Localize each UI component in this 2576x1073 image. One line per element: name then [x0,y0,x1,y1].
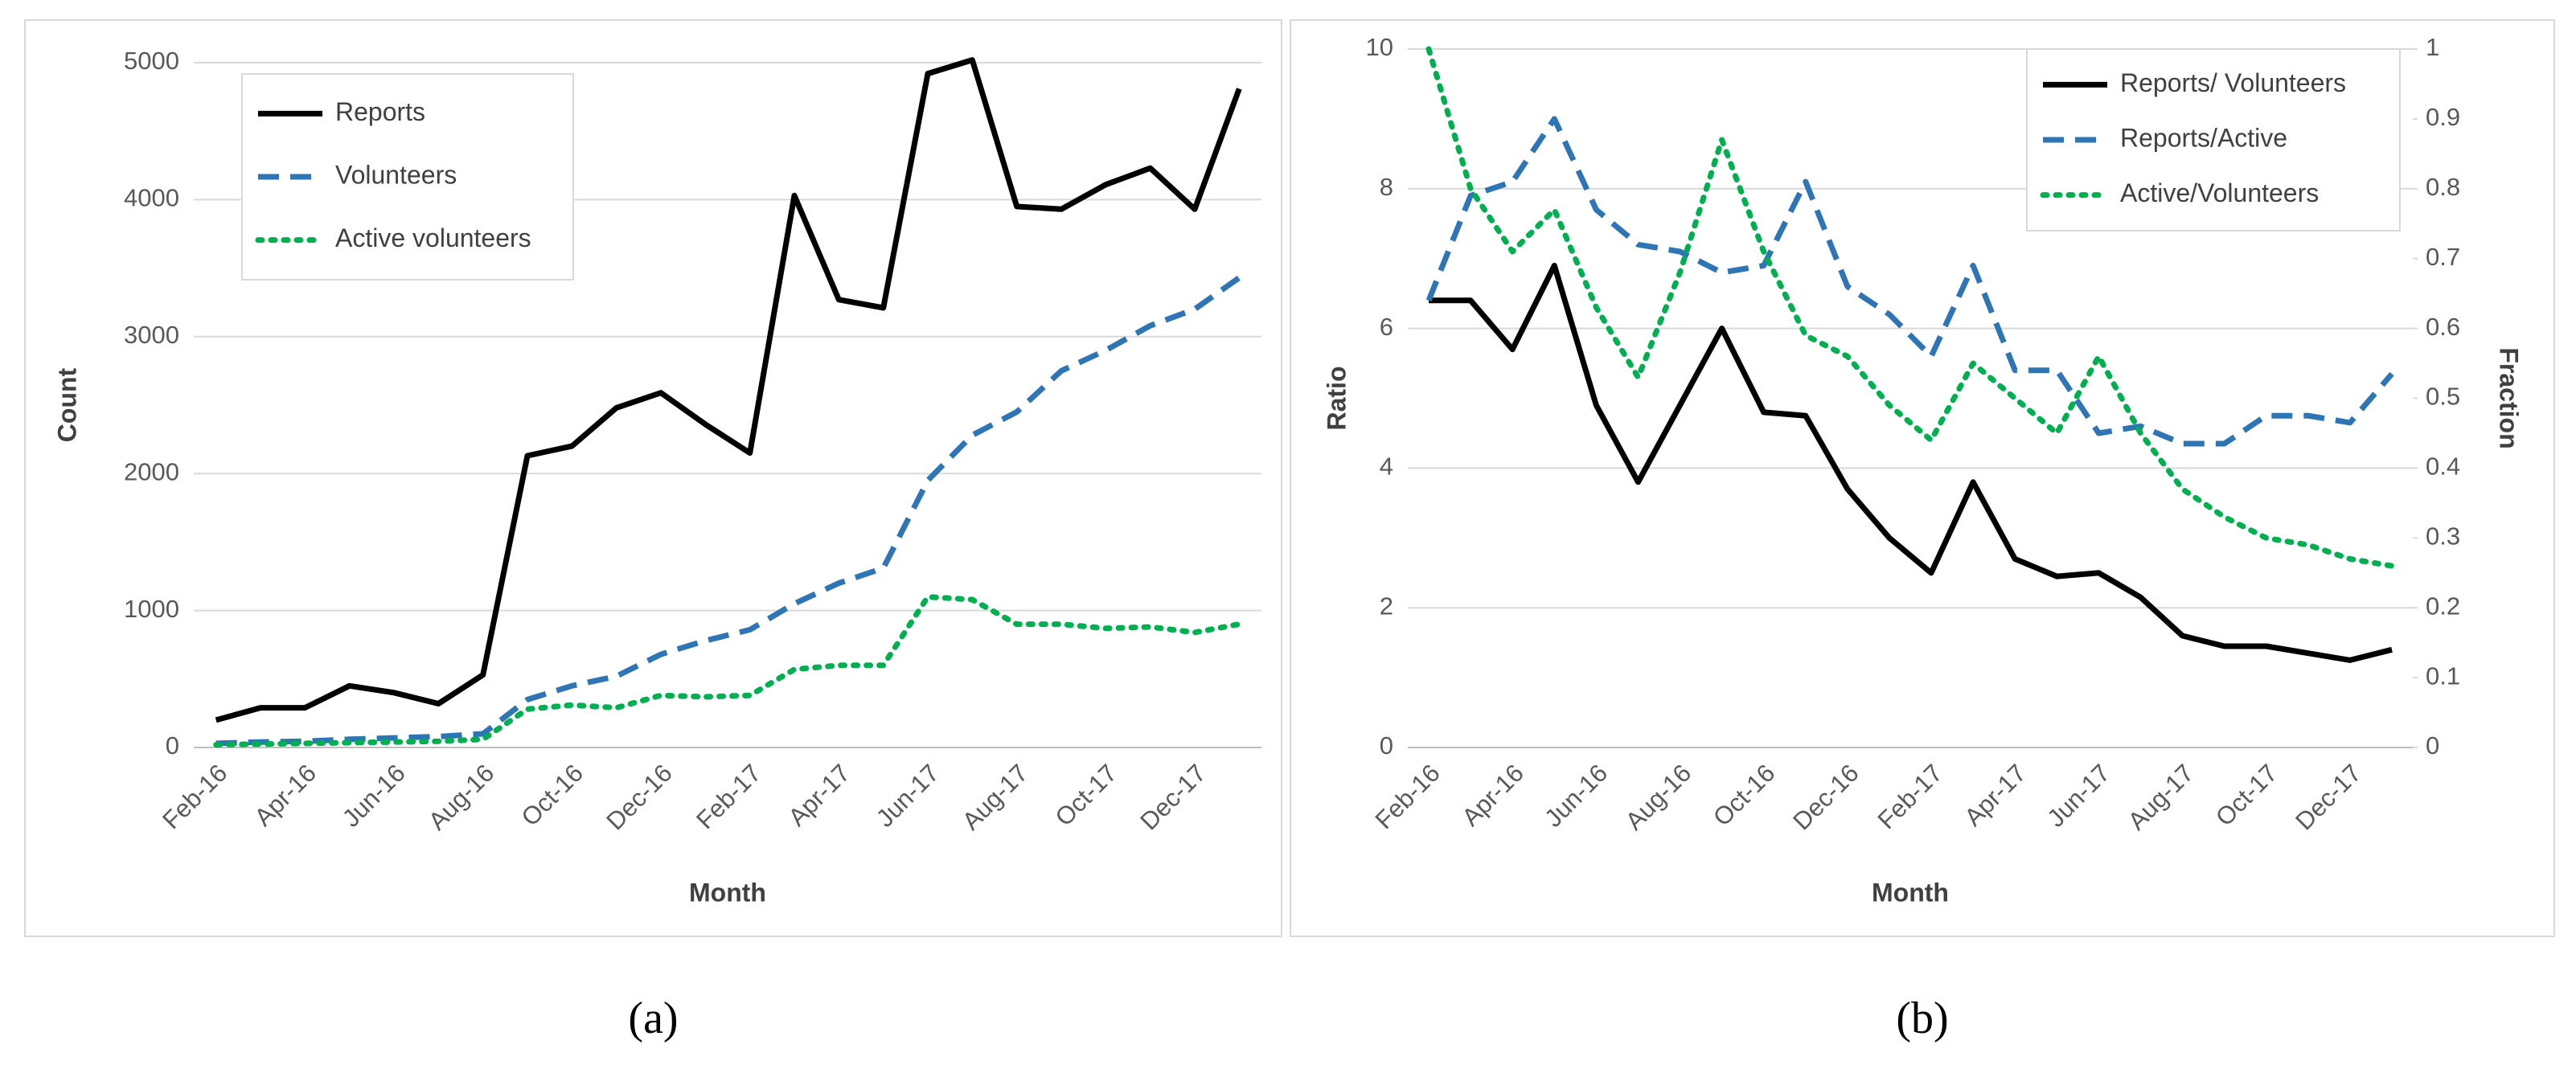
x-tick-label: Oct-16 [1708,759,1781,832]
panel-border [24,19,1282,937]
y2-tick-label: 0.5 [2426,383,2460,411]
x-tick-label: Apr-17 [783,759,856,832]
data-line [1425,116,2394,447]
y-tick-label: 10 [1366,33,1393,61]
x-tick-label: Dec-16 [601,759,677,835]
x-axis-title: Month [689,878,766,907]
legend: Reports/ Volunteers Reports/Active Active/… [2026,48,2401,231]
panel-caption: (b) [1896,993,1948,1043]
x-tick-label: Aug-16 [423,759,499,835]
y-tick-label: 0 [166,731,179,760]
y-tick-label: 3000 [124,321,179,349]
x-tick-label: Feb-17 [1873,759,1948,834]
x-tick-label: Aug-17 [957,759,1033,835]
x-tick-label: Jun-16 [1539,759,1613,833]
x-tick-label: Jun-17 [2041,759,2115,833]
legend-label: Reports/Active [2120,123,2287,152]
y2-tick-label: 0 [2426,731,2439,760]
y-tick-label: 1000 [124,595,179,623]
data-line [215,57,1242,723]
panel-border [1290,19,2555,937]
x-tick-label: Dec-17 [1134,759,1211,835]
x-tick-label: Aug-17 [2123,759,2199,835]
x-tick-label: Apr-16 [1456,759,1529,832]
y-tick-label: 2 [1380,592,1393,620]
data-line [215,275,1241,747]
legend-label: Active volunteers [335,223,531,252]
y2-tick-label: 0.8 [2426,173,2460,201]
y-tick-label: 2000 [124,457,179,485]
y2-tick-label: 0.3 [2426,522,2460,550]
x-tick-label: Oct-17 [1050,759,1123,832]
y-axis-title: Count [52,367,81,442]
data-line [213,594,1242,748]
y2-tick-label: 0.2 [2426,592,2460,620]
legend-label: Reports [335,97,425,126]
y2-tick-label: 1 [2426,33,2439,61]
legend-label: Reports/ Volunteers [2120,68,2346,97]
x-tick-label: Oct-16 [516,759,589,832]
x-tick-label: Apr-16 [249,759,322,832]
y-axis-title: Ratio [1322,367,1351,431]
legend-label: Active/Volunteers [2120,178,2319,207]
legend-label: Volunteers [335,160,457,189]
y2-tick-label: 0.9 [2426,103,2460,131]
x-tick-label: Feb-16 [1370,759,1446,834]
y2-tick-label: 0.4 [2426,453,2460,481]
x-tick-label: Feb-16 [157,759,232,834]
x-axis-title: Month [1872,878,1949,907]
y2-axis-title: Fraction [2495,347,2524,448]
y-tick-label: 4000 [124,184,179,212]
x-tick-label: Jun-16 [337,759,411,833]
y-tick-label: 8 [1380,173,1393,201]
y2-tick-label: 0.6 [2426,313,2460,341]
data-line [1429,262,2393,663]
x-tick-label: Jun-17 [871,759,945,833]
x-tick-label: Feb-17 [691,759,766,834]
y-tick-label: 4 [1380,453,1393,481]
y2-tick-label: 0.7 [2426,243,2460,271]
x-tick-label: Aug-16 [1620,759,1696,835]
y-tick-label: 6 [1380,313,1393,341]
x-tick-label: Oct-17 [2210,759,2283,832]
data-line [1425,46,2395,569]
legend: Reports Volunteers Active volunteers [241,73,574,281]
panel-caption: (a) [628,993,678,1043]
x-tick-label: Dec-16 [1787,759,1864,835]
y-tick-label: 5000 [124,47,179,75]
y-tick-label: 0 [1380,731,1393,760]
x-tick-label: Dec-17 [2290,759,2366,835]
x-tick-label: Apr-17 [1959,759,2032,832]
y2-tick-label: 0.1 [2426,661,2460,690]
